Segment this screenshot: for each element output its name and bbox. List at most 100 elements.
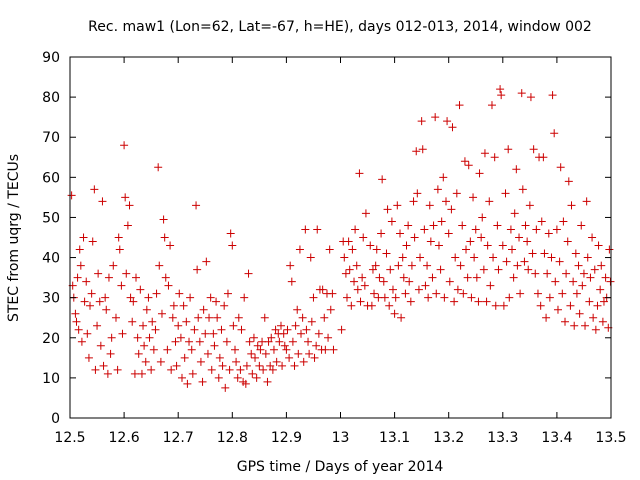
data-point xyxy=(423,261,432,270)
data-point xyxy=(145,333,154,342)
data-point xyxy=(193,265,202,274)
data-point xyxy=(440,293,449,302)
data-point xyxy=(490,153,499,162)
data-point xyxy=(320,313,329,322)
data-point xyxy=(483,241,492,250)
data-point xyxy=(206,293,215,302)
data-point xyxy=(231,345,240,354)
data-point xyxy=(73,273,82,282)
data-point xyxy=(177,373,186,382)
data-point xyxy=(194,313,203,322)
data-point xyxy=(345,265,354,274)
data-point xyxy=(485,197,494,206)
data-point xyxy=(397,313,406,322)
data-point xyxy=(467,293,476,302)
data-point xyxy=(509,273,518,282)
data-point xyxy=(306,253,315,262)
data-point xyxy=(188,369,197,378)
data-point xyxy=(367,301,376,310)
data-point xyxy=(340,253,349,262)
data-point xyxy=(452,189,461,198)
data-point xyxy=(520,257,529,266)
data-point xyxy=(84,353,93,362)
data-point xyxy=(410,233,419,242)
data-point xyxy=(506,225,515,234)
data-point xyxy=(351,225,360,234)
data-point xyxy=(575,309,584,318)
data-point xyxy=(175,289,184,298)
data-point xyxy=(456,261,465,270)
data-point xyxy=(371,261,380,270)
data-point xyxy=(99,361,108,370)
data-point xyxy=(553,305,562,314)
data-point xyxy=(359,233,368,242)
data-point xyxy=(304,337,313,346)
data-point xyxy=(556,163,565,172)
data-point xyxy=(71,309,80,318)
data-point xyxy=(279,329,288,338)
data-point xyxy=(421,281,430,290)
y-axis-label: STEC from uqrg / TECUs xyxy=(6,154,22,322)
data-point xyxy=(564,177,573,186)
data-point xyxy=(133,333,142,342)
data-point xyxy=(379,277,388,286)
data-point xyxy=(537,217,546,226)
data-point xyxy=(305,349,314,358)
data-point xyxy=(341,269,350,278)
data-point xyxy=(562,269,571,278)
data-point xyxy=(137,369,146,378)
data-point xyxy=(348,245,357,254)
y-tick-label: 0 xyxy=(51,411,60,427)
data-point xyxy=(445,277,454,286)
data-point xyxy=(437,217,446,226)
data-point xyxy=(318,285,327,294)
data-point xyxy=(90,185,99,194)
data-point xyxy=(134,349,143,358)
data-point xyxy=(297,329,306,338)
data-point xyxy=(199,305,208,314)
data-point xyxy=(88,237,97,246)
data-point xyxy=(302,325,311,334)
data-point xyxy=(480,149,489,158)
data-point xyxy=(424,293,433,302)
data-point xyxy=(593,301,602,310)
data-point xyxy=(287,277,296,286)
data-point xyxy=(378,175,387,184)
data-point xyxy=(102,305,111,314)
data-point xyxy=(531,269,540,278)
data-point xyxy=(528,249,537,258)
data-point xyxy=(459,289,468,298)
data-point xyxy=(180,353,189,362)
data-point xyxy=(544,229,553,238)
data-point xyxy=(386,265,395,274)
data-point xyxy=(213,313,222,322)
data-points xyxy=(67,85,615,392)
y-tick-label: 90 xyxy=(42,50,60,66)
data-point xyxy=(391,293,400,302)
data-point xyxy=(67,191,76,200)
data-point xyxy=(429,221,438,230)
data-point xyxy=(272,357,281,366)
data-point xyxy=(220,301,229,310)
y-axis: 0 10 20 30 40 50 60 70 80 90 xyxy=(42,50,611,427)
data-point xyxy=(498,241,507,250)
data-point xyxy=(585,297,594,306)
data-point xyxy=(569,277,578,286)
data-point xyxy=(260,313,269,322)
data-point xyxy=(155,261,164,270)
data-point xyxy=(501,189,510,198)
data-point xyxy=(182,317,191,326)
plot-frame xyxy=(69,56,612,419)
data-point xyxy=(432,289,441,298)
data-point xyxy=(247,349,256,358)
data-point xyxy=(383,205,392,214)
data-point xyxy=(470,253,479,262)
data-point xyxy=(406,297,415,306)
data-point xyxy=(114,233,123,242)
data-point xyxy=(79,233,88,242)
data-point xyxy=(504,145,513,154)
data-point xyxy=(159,215,168,224)
data-point xyxy=(578,281,587,290)
data-point xyxy=(261,349,270,358)
data-point xyxy=(393,201,402,210)
